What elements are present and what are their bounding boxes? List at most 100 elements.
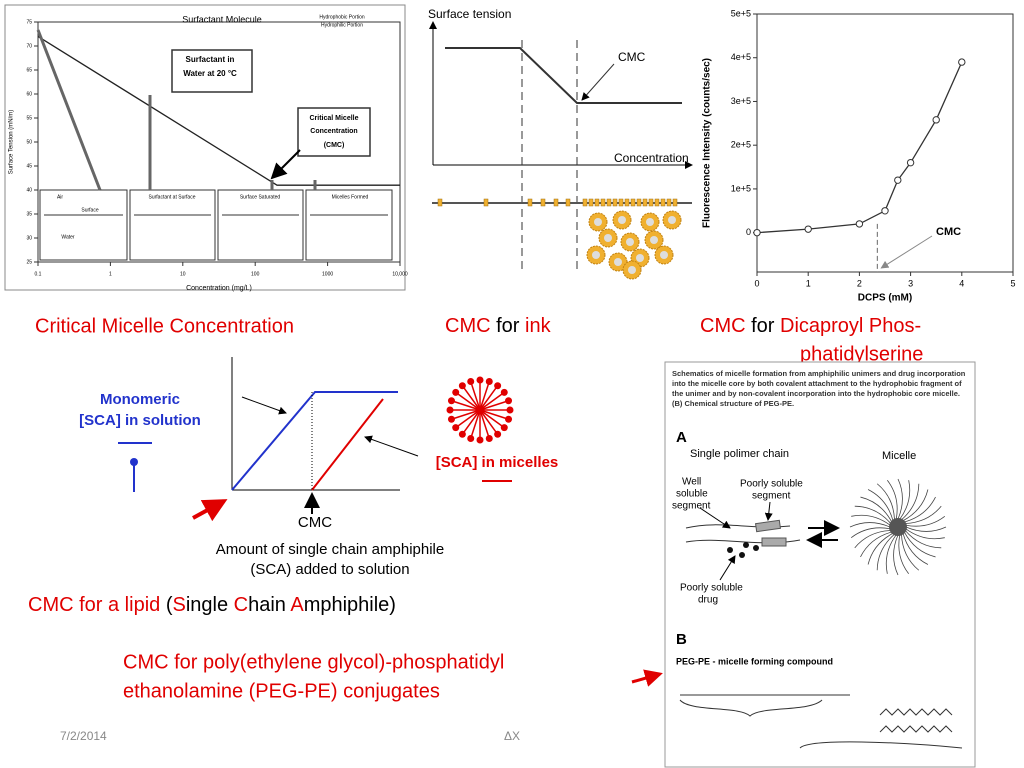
- micelle-strand: [902, 489, 929, 522]
- micelle-head: [505, 415, 513, 423]
- red-arrow: [631, 669, 663, 687]
- caption: Critical Micelle Concentration: [35, 315, 294, 337]
- micelle-strand: [887, 479, 898, 520]
- annotation: (CMC): [324, 142, 345, 149]
- caption-part: CMC for a lipid: [28, 594, 160, 616]
- data-point: [906, 158, 915, 167]
- data-point: [855, 220, 864, 228]
- arrow: [880, 235, 933, 269]
- caption-part: for: [496, 315, 520, 337]
- micelle-strand: [904, 530, 942, 549]
- micelle-head: [505, 397, 513, 405]
- molecules: [437, 198, 682, 280]
- caption-part: C: [234, 594, 248, 616]
- micelle-tail: [479, 409, 505, 429]
- micelle-strand: [902, 533, 929, 565]
- data-point: [894, 176, 902, 184]
- info-box: [297, 107, 371, 157]
- x-label: (SCA) added to solution: [250, 561, 409, 578]
- caption: ethanolamine (PEG-PE) conjugates: [123, 680, 440, 702]
- data-point: [804, 225, 812, 233]
- micelle-head: [506, 406, 514, 414]
- caption-part: (: [160, 594, 173, 616]
- caption-part: A: [290, 594, 304, 616]
- micelle-head: [500, 388, 508, 396]
- micelle-strand: [867, 489, 894, 521]
- micelle-head: [494, 382, 502, 390]
- molecule: [624, 198, 630, 207]
- micelle-strand: [905, 505, 942, 524]
- tension-curve: [445, 47, 682, 104]
- y-tick-label: 3e+5: [731, 96, 751, 106]
- micelle-head: [476, 436, 484, 444]
- y-tick-label: 2e+5: [731, 140, 751, 150]
- x-label: Concentration: [614, 151, 689, 165]
- molecule: [636, 198, 642, 207]
- arrow: [581, 63, 615, 101]
- x-tick-label: 2: [857, 278, 862, 288]
- y-label: Fluorescence Intensity (counts/sec): [702, 58, 713, 228]
- info-box: [171, 49, 253, 93]
- x-label: Concentration (mg/L): [186, 285, 252, 292]
- micelle-core: [650, 236, 658, 244]
- annotation: Concentration: [310, 128, 357, 135]
- micelle-core: [646, 218, 654, 226]
- panel-label: A: [676, 429, 687, 446]
- cmc-label: CMC: [618, 50, 646, 64]
- caption-part: Dicaproyl Phos-: [780, 315, 921, 337]
- caption-part: for: [751, 315, 775, 337]
- caption: CMC for poly(ethylene glycol)-phosphatid…: [123, 651, 504, 673]
- x-tick-label: 0: [754, 278, 759, 288]
- y-tick-label: 55: [26, 115, 32, 121]
- annotation: Critical Micelle: [309, 115, 358, 122]
- panel: [129, 189, 216, 261]
- caption-part: S: [172, 594, 185, 616]
- caption-part: mphiphile): [304, 594, 396, 616]
- y-tick-label: 5e+5: [731, 8, 751, 18]
- micelle-head: [447, 415, 455, 423]
- molecule: [666, 198, 672, 207]
- micelle-strand: [901, 483, 920, 521]
- y-tick-label: 0: [746, 227, 751, 237]
- data-point: [958, 58, 966, 66]
- micelle-strand: [867, 532, 894, 565]
- y-tick-label: 1e+5: [731, 183, 751, 193]
- data-line: [37, 35, 400, 186]
- arrow: [719, 555, 736, 581]
- y-tick-label: 25: [26, 259, 32, 265]
- micelle-tail: [479, 409, 499, 435]
- y-tick-label: 35: [26, 211, 32, 217]
- molecule: [594, 198, 600, 207]
- micelle-head: [476, 376, 484, 384]
- micelle-core: [618, 216, 626, 224]
- micelle-core: [594, 218, 602, 226]
- micelle-tail: [479, 385, 499, 411]
- annotation: Surface: [81, 207, 98, 213]
- figure-text: into the micelle core by both covalent a…: [672, 379, 962, 388]
- annotation: CMC: [936, 226, 961, 238]
- chemical-structure: [679, 694, 963, 749]
- micelle-head: [458, 382, 466, 390]
- micelle-head: [485, 435, 493, 443]
- molecule: [618, 198, 624, 207]
- molecule: [642, 198, 648, 207]
- micelle-strand: [898, 534, 909, 575]
- micelle-strand: [904, 496, 936, 523]
- annotation: Surface Saturated: [240, 194, 281, 200]
- x-tick-label: 1: [109, 271, 112, 277]
- x-tick-label: 1: [806, 278, 811, 288]
- molecule: [553, 198, 559, 207]
- cmc-label: CMC: [298, 514, 332, 531]
- micelle-strand: [885, 534, 897, 574]
- micelle-tail: [461, 409, 481, 435]
- molecule: [582, 198, 588, 207]
- y-tick-label: 60: [26, 91, 32, 97]
- y-tick-label: 70: [26, 43, 32, 49]
- molecule: [527, 198, 533, 207]
- micelle-core: [626, 238, 634, 246]
- micelle-tail: [479, 391, 505, 411]
- micelle-icon: [446, 376, 514, 444]
- micelle-head: [452, 424, 460, 432]
- micelle-strand: [893, 534, 899, 576]
